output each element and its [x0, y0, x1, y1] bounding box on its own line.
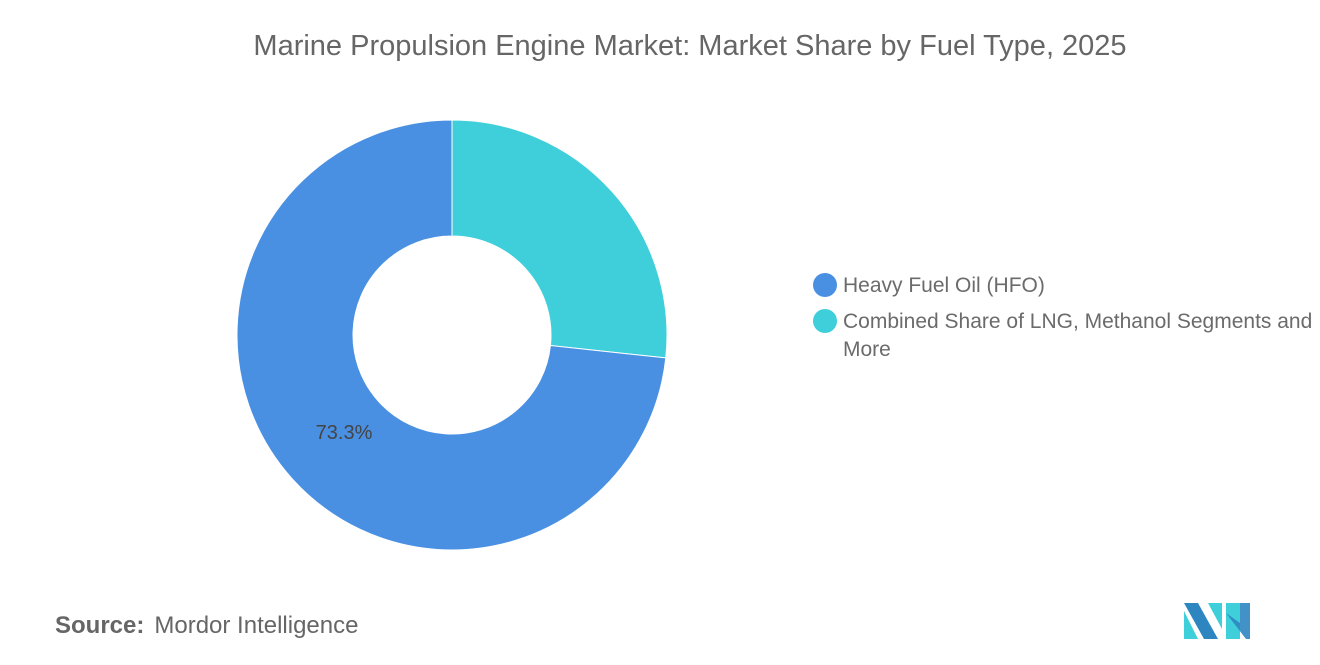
donut-slice-0[interactable] [236, 119, 667, 551]
legend-swatch [813, 309, 837, 333]
source-label: Source: [55, 612, 145, 639]
donut-slice-1[interactable] [451, 119, 668, 359]
legend: Heavy Fuel Oil (HFO) Combined Share of L… [813, 272, 1313, 372]
legend-item-hfo[interactable]: Heavy Fuel Oil (HFO) [813, 272, 1313, 300]
source-note: Source: Mordor Intelligence [55, 612, 358, 640]
source-value: Mordor Intelligence [154, 612, 359, 639]
data-label-0: 73.3% [316, 422, 373, 444]
legend-swatch [813, 273, 837, 297]
mordor-intelligence-logo [1184, 603, 1250, 639]
legend-item-lng-methanol[interactable]: Combined Share of LNG, Methanol Segments… [813, 308, 1313, 364]
legend-label: Combined Share of LNG, Methanol Segments… [843, 310, 1313, 361]
chart-title: Marine Propulsion Engine Market: Market … [253, 30, 1127, 62]
legend-label: Heavy Fuel Oil (HFO) [843, 274, 1045, 297]
